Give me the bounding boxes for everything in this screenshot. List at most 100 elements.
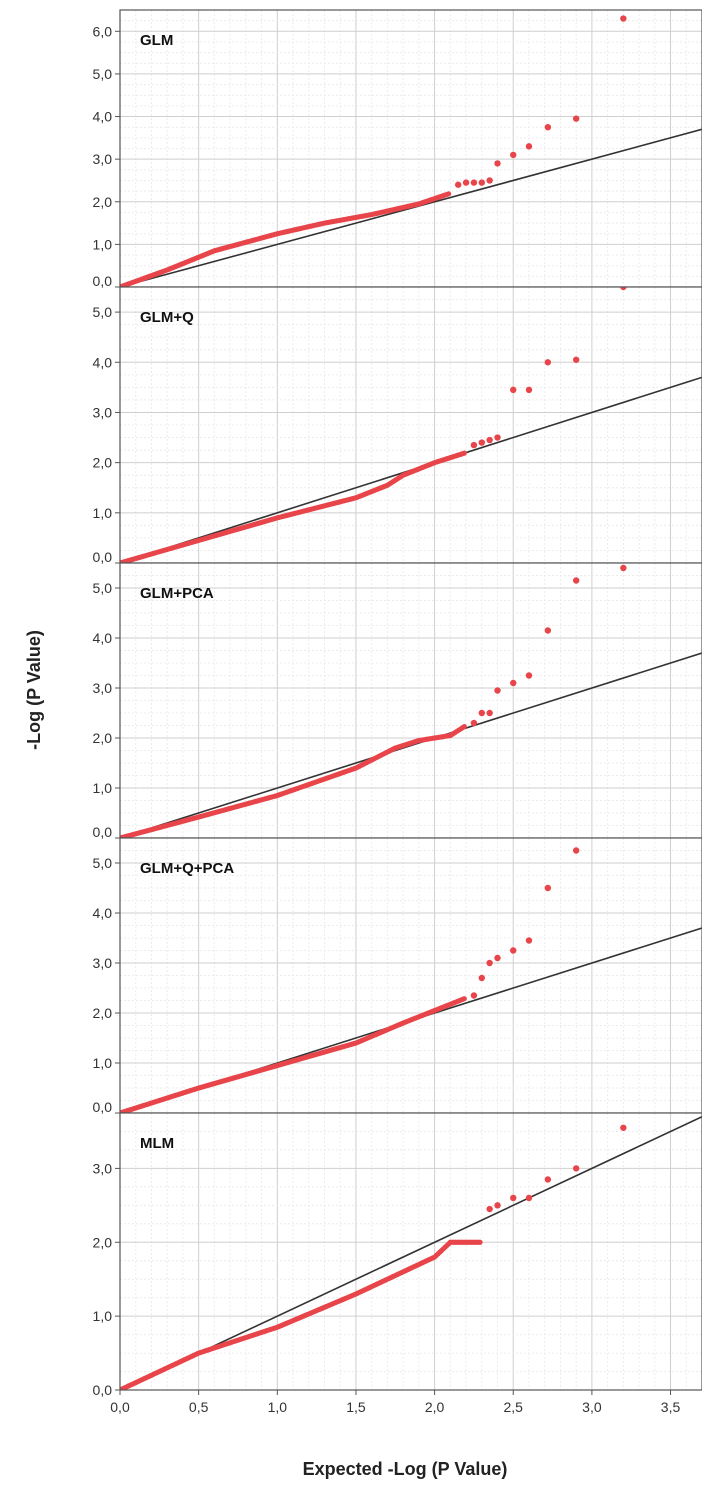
plot-area [120,563,702,838]
panel-label: GLM+Q [140,309,194,326]
y-tick-label: 5,0 [93,66,113,82]
plot-area [120,838,702,1113]
y-tick-label: 3,0 [93,151,113,167]
data-point [494,687,501,694]
x-tick-label: 3,5 [661,1399,681,1415]
data-point [572,356,580,363]
y-tick-label: 2,0 [93,730,113,746]
data-point [620,15,627,22]
data-point [544,1176,552,1183]
data-point [486,1205,493,1213]
data-point [510,151,517,159]
y-tick-label: 5,0 [93,304,113,320]
y-tick-label: 4,0 [93,905,113,921]
data-point [486,436,493,444]
y-tick-label: 6,0 [93,23,113,39]
y-tick-label: 4,0 [93,630,113,646]
data-point [478,974,485,982]
data-point [454,181,462,188]
x-tick-label: 2,0 [425,1399,445,1415]
y-tick-label: 4,0 [93,109,113,125]
y-tick-label: 5,0 [93,855,113,871]
y-tick-label: 0,0 [93,824,113,840]
grid [119,837,702,1114]
y-tick-label: 0,0 [93,1382,113,1398]
data-point [620,1124,627,1131]
data-point [494,160,501,167]
data-point [525,672,533,679]
data-point [620,287,627,291]
y-tick-label: 2,0 [93,1005,113,1021]
data-point [461,724,467,730]
data-point [461,450,467,456]
y-tick-label: 5,0 [93,580,113,596]
data-point [572,847,580,854]
y-tick-label: 1,0 [93,780,113,796]
panel-frame [119,1112,702,1391]
y-tick-label: 1,0 [93,1055,113,1071]
qq-panels: GLM 0,0 1,0 2,0 3,0 4,0 5,0 6,0 GLM+Q 0,0 1,0 2,0 3,… [93,9,702,1398]
data-point [470,719,478,727]
data-point [572,115,580,122]
data-point [486,709,493,717]
x-tick-label: 3,0 [582,1399,602,1415]
data-point [470,441,478,449]
data-point [510,679,517,687]
y-tick-label: 1,0 [93,236,113,252]
data-point [544,123,552,131]
data-point [445,191,452,197]
y-tick-label: 0,0 [93,549,113,565]
plot-area [120,10,702,287]
y-tick-label: 3,0 [93,680,113,696]
data-point [544,359,552,366]
data-point [462,179,470,186]
data-point [494,1202,501,1209]
y-tick-label: 2,0 [93,1234,113,1250]
panel-label: GLM [140,32,173,49]
grid [119,9,702,288]
y-tick-label: 4,0 [93,354,113,370]
data-point [478,179,485,186]
x-tick-label: 1,5 [346,1399,366,1415]
data-point [572,577,580,584]
x-tick-label: 2,5 [504,1399,524,1415]
panel-glm-pca: GLM+PCA 0,0 1,0 2,0 3,0 4,0 5,0 [93,562,702,840]
data-point [494,434,501,441]
x-tick-label: 0,5 [189,1399,209,1415]
data-point [478,439,485,446]
data-point [510,1194,517,1202]
data-point [470,179,478,186]
data-point [544,884,552,892]
grid [119,1112,702,1391]
y-axis-title: -Log (P Value) [24,630,44,750]
panel-label: GLM+PCA [140,585,214,602]
y-tick-label: 1,0 [93,505,113,521]
data-point [572,1165,580,1172]
data-point [525,1194,533,1202]
data-point [525,937,533,944]
data-point [494,954,501,962]
panel-mlm: MLM 0,0 1,0 2,0 3,0 [93,1112,702,1398]
y-tick-label: 2,0 [93,455,113,471]
data-point [510,386,517,394]
x-tick-label: 0,0 [110,1399,130,1415]
y-tick-label: 1,0 [93,1308,113,1324]
data-point [478,709,485,717]
data-point [470,992,478,999]
data-point [486,177,493,184]
panel-glm-q: GLM+Q 0,0 1,0 2,0 3,0 4,0 5,0 [93,286,702,565]
panel-glm: GLM 0,0 1,0 2,0 3,0 4,0 5,0 6,0 [93,9,702,289]
data-point [477,1239,483,1245]
data-point [525,143,533,150]
data-point [486,959,493,967]
y-tick-label: 0,0 [93,273,113,289]
y-tick-label: 2,0 [93,194,113,210]
data-point [510,947,517,954]
data-point [525,386,533,394]
x-axis-title: Expected -Log (P Value) [303,1459,508,1479]
data-point [461,996,467,1002]
panel-label: MLM [140,1135,174,1152]
y-tick-label: 3,0 [93,955,113,971]
panel-glm-q-pca: GLM+Q+PCA 0,0 1,0 2,0 3,0 4,0 5,0 [93,837,702,1115]
